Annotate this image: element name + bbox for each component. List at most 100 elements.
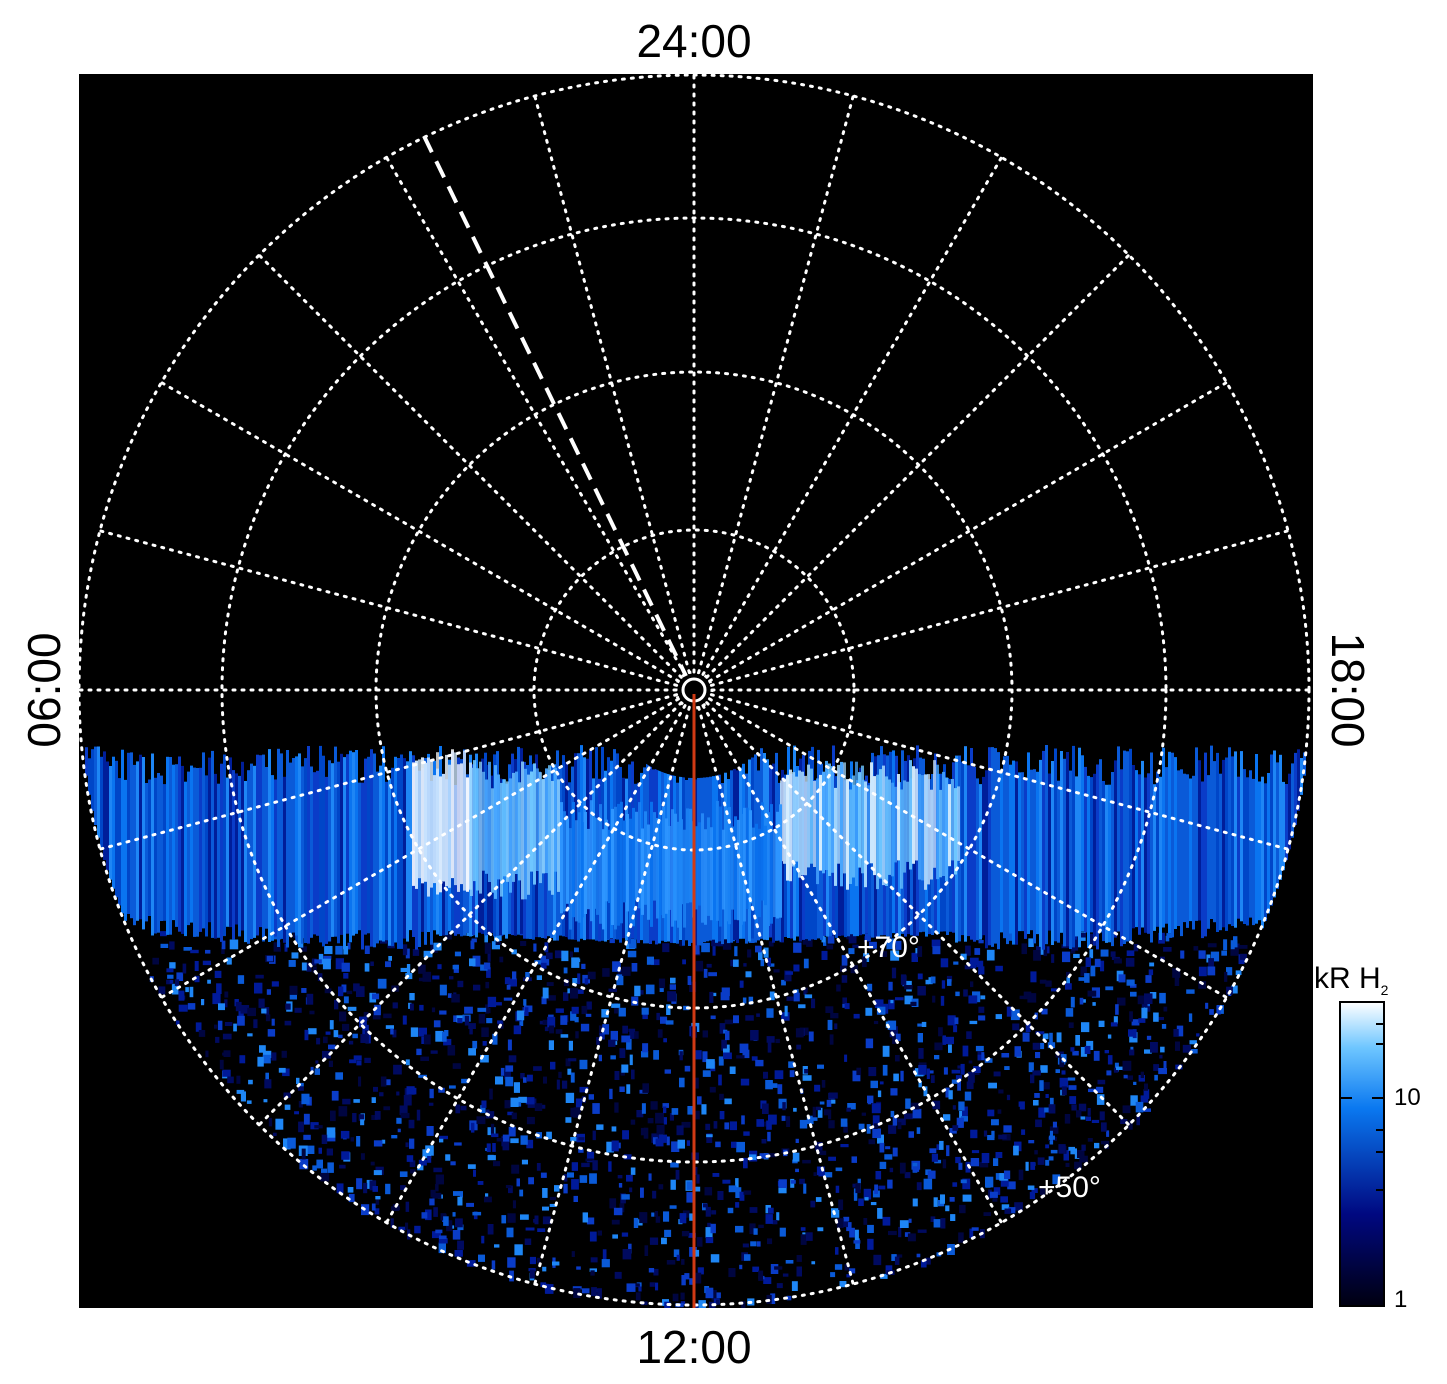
noise-pixel	[602, 1249, 607, 1260]
band-strip	[1180, 769, 1183, 937]
noise-pixel	[819, 1150, 827, 1156]
meridian-line	[533, 94, 691, 675]
noise-pixel	[895, 1033, 901, 1042]
noise-pixel	[696, 1174, 700, 1184]
noise-pixel	[540, 1282, 547, 1287]
noise-pixel	[781, 1012, 790, 1021]
dashed-meridian-line	[422, 135, 688, 677]
noise-pixel	[560, 1015, 568, 1025]
noise-pixel	[840, 1118, 848, 1127]
noise-pixel	[325, 1031, 331, 1035]
bright-strip	[575, 820, 578, 922]
noise-pixel	[650, 1101, 658, 1110]
noise-pixel	[958, 1162, 963, 1170]
noise-pixel	[748, 996, 754, 1005]
noise-pixel	[613, 1207, 623, 1216]
noise-pixel	[870, 1202, 877, 1206]
noise-pixel	[1096, 1086, 1104, 1093]
noise-pixel	[590, 1270, 595, 1276]
band-strip	[1135, 770, 1138, 928]
noise-pixel	[1030, 1074, 1035, 1084]
noise-pixel	[316, 1037, 321, 1045]
band-strip	[397, 758, 400, 949]
noise-pixel	[541, 996, 547, 1005]
noise-pixel	[563, 1183, 568, 1194]
noise-pixel	[756, 1241, 761, 1247]
noise-pixel	[811, 998, 816, 1009]
noise-pixel	[398, 1226, 406, 1231]
band-strip	[208, 757, 211, 923]
bright-strip	[801, 771, 804, 875]
bright-strip	[424, 762, 427, 882]
noise-pixel	[731, 1141, 737, 1148]
noise-pixel	[711, 1210, 717, 1215]
band-strip	[130, 752, 133, 919]
bright-strip	[834, 787, 837, 886]
noise-pixel	[1065, 1008, 1074, 1017]
bright-strip	[786, 774, 789, 881]
bright-strip	[831, 766, 834, 873]
noise-pixel	[846, 1107, 851, 1112]
noise-pixel	[316, 1159, 323, 1169]
bright-strip	[506, 781, 509, 882]
band-strip	[1072, 745, 1075, 948]
noise-pixel	[283, 1092, 291, 1098]
noise-pixel	[856, 1067, 862, 1076]
noise-pixel	[978, 966, 985, 975]
noise-pixel	[802, 1075, 812, 1081]
meridian-line	[257, 253, 683, 679]
noise-pixel	[609, 938, 615, 944]
noise-pixel	[514, 1244, 523, 1256]
band-strip	[262, 754, 265, 942]
noise-pixel	[749, 1207, 758, 1213]
noise-pixel	[821, 936, 826, 943]
noise-pixel	[1131, 1019, 1140, 1026]
noise-pixel	[1224, 971, 1228, 982]
bright-strip	[644, 811, 647, 905]
bright-strip	[879, 769, 882, 879]
noise-pixel	[669, 1113, 674, 1121]
noise-pixel	[339, 1011, 347, 1022]
band-strip	[1012, 760, 1015, 945]
noise-pixel	[716, 1292, 721, 1299]
noise-pixel	[1048, 1104, 1056, 1114]
noise-pixel	[725, 1044, 730, 1051]
noise-pixel	[563, 967, 568, 974]
noise-pixel	[800, 1234, 807, 1245]
noise-pixel	[862, 956, 867, 968]
noise-pixel	[239, 1055, 246, 1064]
noise-pixel	[356, 986, 365, 997]
noise-pixel	[684, 1273, 690, 1280]
noise-pixel	[526, 1139, 534, 1149]
noise-pixel	[793, 992, 800, 1002]
noise-pixel	[689, 1213, 694, 1221]
bright-strip	[491, 788, 494, 893]
noise-pixel	[1063, 1150, 1069, 1161]
noise-pixel	[573, 1195, 578, 1202]
noise-pixel	[223, 1050, 231, 1057]
noise-pixel	[485, 981, 490, 989]
bright-strip	[656, 818, 659, 919]
band-strip	[187, 771, 190, 926]
bright-strip	[457, 764, 460, 892]
noise-pixel	[1062, 951, 1071, 963]
noise-pixel	[396, 1091, 400, 1096]
bright-strip	[807, 764, 810, 868]
noise-pixel	[439, 984, 447, 996]
noise-pixel	[904, 1172, 911, 1179]
noise-pixel	[405, 1059, 410, 1066]
noise-pixel	[289, 990, 297, 1000]
noise-pixel	[997, 1109, 1002, 1114]
noise-pixel	[874, 999, 884, 1008]
noise-pixel	[1135, 1101, 1144, 1113]
band-strip	[1036, 771, 1039, 935]
noise-pixel	[505, 1065, 514, 1072]
noise-pixel	[617, 968, 623, 976]
noise-pixel	[667, 991, 676, 1002]
band-strip	[1192, 775, 1195, 930]
noise-pixel	[931, 1153, 938, 1162]
band-strip	[1153, 784, 1156, 931]
noise-pixel	[745, 971, 752, 978]
noise-pixel	[248, 1079, 253, 1085]
noise-pixel	[569, 988, 579, 999]
